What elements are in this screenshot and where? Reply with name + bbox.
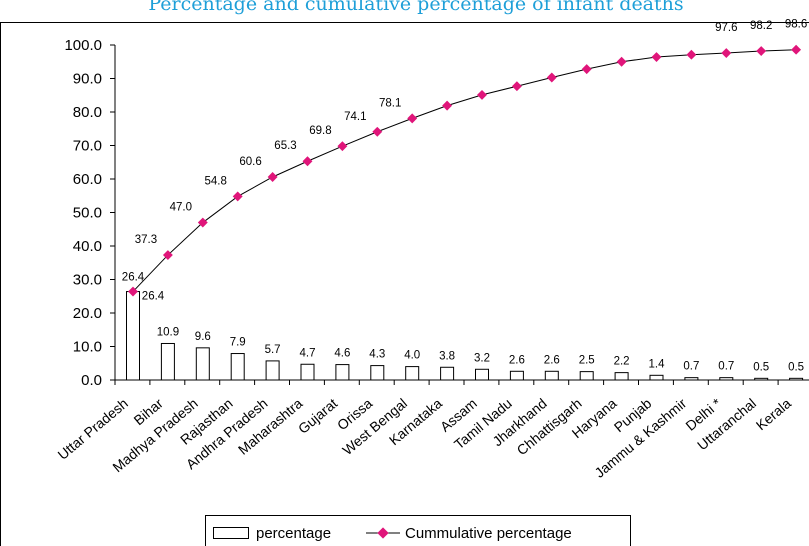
bar-data-label: 0.7 bbox=[718, 361, 734, 373]
y-tick-label: 30.0 bbox=[73, 272, 102, 289]
bar-percentage bbox=[719, 377, 734, 381]
bar-percentage bbox=[789, 377, 804, 381]
cumulative-point bbox=[721, 48, 732, 58]
cumulative-point bbox=[651, 52, 662, 63]
y-tick-label: 80.0 bbox=[73, 104, 102, 121]
x-category-label: Gujarat bbox=[295, 395, 341, 437]
bar-percentage bbox=[300, 363, 315, 381]
cumulative-point bbox=[477, 89, 487, 100]
y-tick-label: 0.0 bbox=[81, 372, 102, 389]
cumulative-line bbox=[132, 49, 797, 292]
bar-percentage bbox=[440, 366, 455, 381]
bar-data-label: 9.6 bbox=[195, 331, 211, 343]
bar-data-label: 4.3 bbox=[369, 349, 385, 361]
cumulative-point bbox=[302, 156, 313, 167]
bar-data-label: 5.7 bbox=[265, 344, 281, 356]
cumulative-point bbox=[197, 217, 208, 228]
cumulative-data-label: 98.2 bbox=[750, 20, 772, 32]
bar-percentage bbox=[579, 371, 594, 381]
bar-percentage bbox=[126, 291, 140, 381]
bar-data-label: 2.5 bbox=[579, 355, 595, 367]
y-tick-label: 70.0 bbox=[73, 138, 102, 155]
cumulative-data-label: 26.4 bbox=[122, 272, 145, 284]
bar-percentage bbox=[195, 347, 210, 381]
legend-line-label: Cummulative percentage bbox=[405, 525, 572, 542]
cumulative-data-label: 98.6 bbox=[785, 19, 807, 31]
cumulative-point bbox=[162, 250, 173, 260]
bar-data-label: 3.2 bbox=[474, 352, 490, 364]
bar-percentage bbox=[544, 370, 559, 381]
bar-percentage bbox=[230, 353, 245, 381]
bar-percentage bbox=[405, 366, 420, 381]
chart-frame bbox=[0, 22, 809, 546]
bar-data-label: 4.7 bbox=[300, 347, 316, 359]
cumulative-point bbox=[337, 141, 348, 152]
cumulative-point bbox=[581, 64, 592, 75]
legend-line-marker bbox=[377, 527, 389, 539]
bar-percentage bbox=[684, 377, 699, 381]
bar-percentage bbox=[754, 377, 769, 381]
legend-bar-label: percentage bbox=[256, 525, 331, 542]
legend-box bbox=[205, 515, 631, 546]
cumulative-data-label: 47.0 bbox=[170, 202, 192, 214]
bar-percentage bbox=[614, 372, 629, 381]
legend-bar-swatch bbox=[213, 527, 249, 539]
x-category-label: Uttar Pradesh bbox=[54, 395, 130, 463]
bar-data-label: 1.4 bbox=[649, 358, 666, 370]
plot-area: 0.0 10.0 20.0 30.0 40.0 50.0 60.0 70.0 80.0 90.0 1… bbox=[54, 19, 809, 481]
bar-data-label: 7.9 bbox=[230, 337, 246, 349]
bar-data-label: 10.9 bbox=[157, 326, 179, 338]
x-category-label: Kerala bbox=[753, 395, 794, 433]
cumulative-point bbox=[267, 172, 278, 182]
y-tick-label: 90.0 bbox=[73, 71, 102, 88]
cumulative-point bbox=[686, 49, 697, 60]
cumulative-point bbox=[616, 56, 627, 67]
cumulative-point bbox=[128, 286, 138, 297]
cumulative-point bbox=[511, 81, 522, 92]
bar-percentage bbox=[370, 365, 385, 381]
cumulative-point bbox=[791, 44, 802, 55]
y-tick-label: 10.0 bbox=[73, 339, 102, 356]
bar-data-label: 2.6 bbox=[544, 354, 560, 366]
y-tick-label: 20.0 bbox=[73, 305, 102, 322]
y-tick-label: 50.0 bbox=[73, 205, 102, 222]
legend: percentage Cummulative percentage bbox=[205, 515, 631, 546]
cumulative-data-label: 54.8 bbox=[205, 175, 227, 187]
cumulative-data-label: 74.1 bbox=[344, 111, 366, 123]
bar-percentage bbox=[649, 374, 664, 381]
cumulative-point bbox=[372, 126, 383, 137]
y-tick-label: 100.0 bbox=[64, 37, 102, 54]
cumulative-data-label: 65.3 bbox=[274, 140, 296, 152]
bar-data-label: 4.0 bbox=[404, 350, 420, 362]
bar-percentage bbox=[509, 370, 524, 381]
y-tick-label: 40.0 bbox=[73, 238, 102, 255]
cumulative-point bbox=[407, 113, 418, 124]
bar-percentage bbox=[335, 364, 350, 381]
bar-data-label: 2.6 bbox=[509, 354, 525, 366]
cumulative-data-label: 78.1 bbox=[379, 97, 401, 109]
cumulative-point bbox=[546, 72, 557, 83]
bar-percentage bbox=[160, 342, 175, 381]
bar-percentage bbox=[475, 368, 489, 381]
bar-data-label: 3.8 bbox=[439, 350, 455, 362]
bar-data-label: 0.5 bbox=[753, 361, 769, 373]
y-tick-label: 60.0 bbox=[73, 171, 102, 188]
cumulative-point bbox=[442, 100, 453, 111]
chart-title: Percentage and cumulative percentage of … bbox=[148, 0, 683, 15]
cumulative-data-label: 60.6 bbox=[239, 156, 261, 168]
cumulative-data-label: 97.6 bbox=[715, 22, 737, 34]
bar-data-label: 26.4 bbox=[142, 291, 165, 303]
bar-data-label: 2.2 bbox=[614, 356, 630, 368]
cumulative-data-label: 37.3 bbox=[135, 234, 157, 246]
bar-data-label: 0.7 bbox=[683, 361, 699, 373]
bar-data-label: 4.6 bbox=[334, 348, 350, 360]
bar-data-label: 0.5 bbox=[788, 361, 804, 373]
bar-percentage bbox=[265, 360, 280, 381]
cumulative-point bbox=[232, 191, 243, 202]
cumulative-data-label: 69.8 bbox=[309, 125, 331, 137]
cumulative-point bbox=[756, 46, 767, 56]
